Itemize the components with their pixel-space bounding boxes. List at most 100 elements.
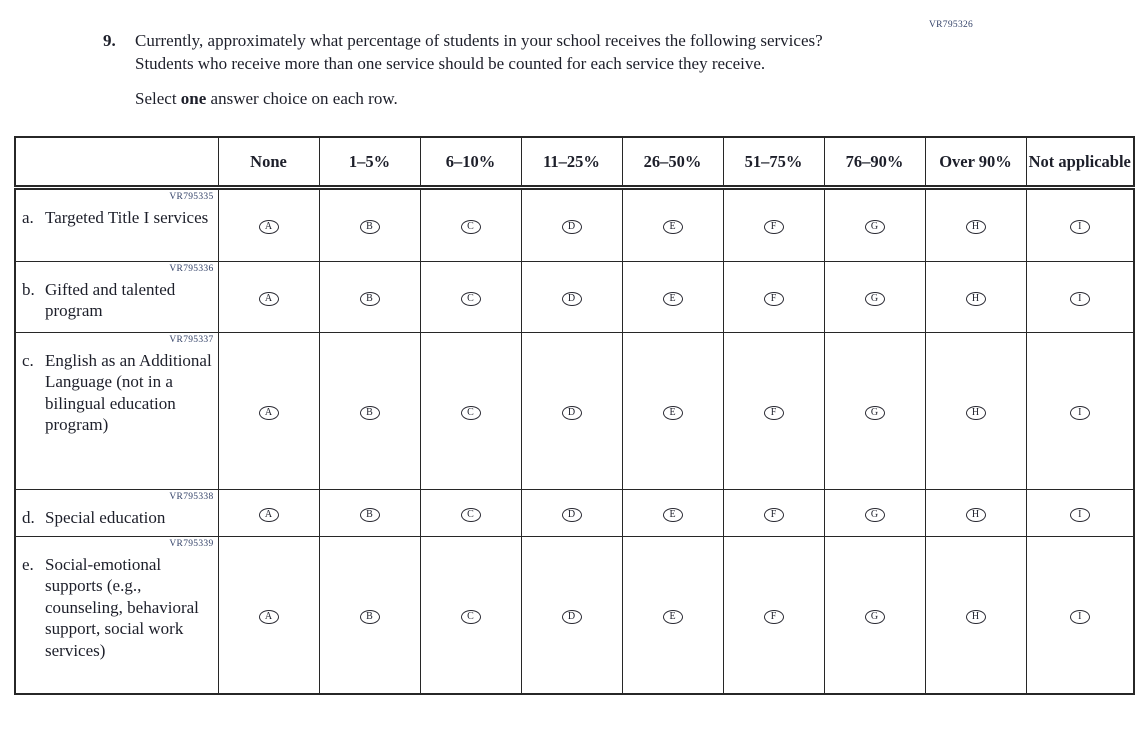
answer-bubble-a[interactable]: A — [258, 405, 279, 420]
instruction-bold-word: one — [180, 89, 207, 108]
answer-bubble-a[interactable]: A — [258, 609, 279, 624]
answer-bubble-h[interactable]: H — [965, 609, 986, 624]
answer-bubble-c[interactable]: C — [460, 405, 481, 420]
instruction-suffix: answer choice on each row. — [206, 89, 398, 108]
row-vr-code: VR795339 — [169, 538, 214, 549]
answer-bubble-f[interactable]: F — [763, 291, 784, 306]
answer-cell: B — [318, 488, 421, 537]
row-item-text: b. Gifted and talented program — [22, 279, 215, 322]
answer-bubble-i[interactable]: I — [1069, 507, 1090, 522]
answer-bubble-i[interactable]: I — [1069, 405, 1090, 420]
answer-bubble-letter: C — [467, 406, 474, 418]
answer-cell: I — [1025, 535, 1135, 695]
answer-cell: A — [217, 535, 320, 695]
header-row: None 1–5% 6–10% 11–25% 26–50% 51–75% 76–90% Ove… — [14, 136, 1135, 190]
row-item-label: English as an Additional Language (not i… — [45, 350, 212, 435]
answer-cell: I — [1025, 331, 1135, 490]
answer-cell: H — [924, 488, 1027, 537]
answer-bubble-e[interactable]: E — [662, 405, 683, 420]
answer-bubble-e[interactable]: E — [662, 609, 683, 624]
row-item-letter: d. — [22, 507, 35, 527]
answer-bubble-letter: G — [870, 610, 879, 622]
answer-bubble-c[interactable]: C — [460, 609, 481, 624]
answer-bubble-g[interactable]: G — [864, 405, 885, 420]
answer-bubble-d[interactable]: D — [561, 405, 582, 420]
row-item-text: a. Targeted Title I services — [22, 207, 215, 229]
answer-bubble-b[interactable]: B — [359, 220, 380, 234]
answer-bubble-letter: G — [870, 406, 879, 418]
answer-bubble-e[interactable]: E — [662, 220, 683, 234]
answer-bubble-letter: I — [1078, 508, 1082, 520]
instruction-prefix: Select — [135, 89, 181, 108]
answer-bubble-b[interactable]: B — [359, 609, 380, 624]
answer-bubble-a[interactable]: A — [258, 291, 279, 306]
row-item-letter: a. — [22, 207, 34, 227]
empty-header-cell — [14, 136, 219, 190]
answer-bubble-g[interactable]: G — [864, 220, 885, 234]
answer-bubble-e[interactable]: E — [662, 291, 683, 306]
answer-bubble-letter: C — [467, 292, 474, 304]
answer-cell: B — [318, 260, 421, 333]
answer-bubble-b[interactable]: B — [359, 291, 380, 306]
answer-bubble-d[interactable]: D — [561, 220, 582, 234]
answer-bubble-i[interactable]: I — [1069, 220, 1090, 234]
answer-bubble-d[interactable]: D — [561, 291, 582, 306]
row-vr-code: VR795335 — [169, 191, 214, 202]
answer-bubble-c[interactable]: C — [460, 507, 481, 522]
column-header: 51–75% — [722, 136, 825, 190]
answer-cell: G — [823, 535, 926, 695]
answer-bubble-i[interactable]: I — [1069, 609, 1090, 624]
answer-bubble-letter: A — [264, 406, 273, 418]
answer-bubble-f[interactable]: F — [763, 220, 784, 234]
answer-cell: G — [823, 260, 926, 333]
column-header: 1–5% — [318, 136, 421, 190]
answer-bubble-a[interactable]: A — [258, 220, 279, 234]
table-row: VR795337 c. English as an Additional Langu… — [14, 331, 1135, 490]
answer-bubble-d[interactable]: D — [561, 507, 582, 522]
answer-bubble-g[interactable]: G — [864, 291, 885, 306]
answer-bubble-e[interactable]: E — [662, 507, 683, 522]
answer-cell: B — [318, 331, 421, 490]
column-header: Not applicable — [1025, 136, 1135, 190]
answer-bubble-c[interactable]: C — [460, 220, 481, 234]
answer-bubble-c[interactable]: C — [460, 291, 481, 306]
answer-bubble-letter: C — [467, 508, 474, 520]
question-text: Currently, approximately what percentage… — [135, 31, 823, 73]
answer-bubble-f[interactable]: F — [763, 609, 784, 624]
answer-cell: H — [924, 535, 1027, 695]
row-item-cell: VR795338 d. Special education — [14, 488, 219, 537]
answer-bubble-letter: A — [264, 221, 273, 232]
answer-bubble-letter: H — [971, 292, 980, 304]
answer-bubble-h[interactable]: H — [965, 220, 986, 234]
answer-bubble-b[interactable]: B — [359, 405, 380, 420]
services-table: None 1–5% 6–10% 11–25% 26–50% 51–75% 76–90% Ove… — [14, 136, 1135, 695]
row-item-cell: VR795336 b. Gifted and talented program — [14, 260, 219, 333]
answer-bubble-i[interactable]: I — [1069, 291, 1090, 306]
answer-cell: B — [318, 535, 421, 695]
column-header: Over 90% — [924, 136, 1027, 190]
column-header: 6–10% — [419, 136, 522, 190]
answer-bubble-h[interactable]: H — [965, 291, 986, 306]
answer-cell: F — [722, 331, 825, 490]
answer-bubble-g[interactable]: G — [864, 609, 885, 624]
answer-bubble-letter: H — [971, 508, 980, 520]
answer-bubble-h[interactable]: H — [965, 507, 986, 522]
answer-bubble-g[interactable]: G — [864, 507, 885, 522]
answer-bubble-letter: H — [971, 610, 980, 622]
answer-bubble-f[interactable]: F — [763, 507, 784, 522]
row-item-letter: e. — [22, 554, 34, 574]
answer-bubble-f[interactable]: F — [763, 405, 784, 420]
answer-cell: G — [823, 186, 926, 262]
answer-bubble-a[interactable]: A — [258, 507, 279, 522]
answer-cell: E — [621, 488, 724, 537]
column-header: None — [217, 136, 320, 190]
answer-bubble-d[interactable]: D — [561, 609, 582, 624]
answer-bubble-h[interactable]: H — [965, 405, 986, 420]
answer-bubble-letter: F — [770, 221, 777, 232]
answer-bubble-letter: I — [1078, 406, 1082, 418]
row-item-text: d. Special education — [22, 507, 215, 529]
answer-bubble-letter: B — [366, 406, 373, 418]
row-item-label: Targeted Title I services — [45, 207, 209, 227]
answer-bubble-b[interactable]: B — [359, 507, 380, 522]
answer-cell: A — [217, 260, 320, 333]
